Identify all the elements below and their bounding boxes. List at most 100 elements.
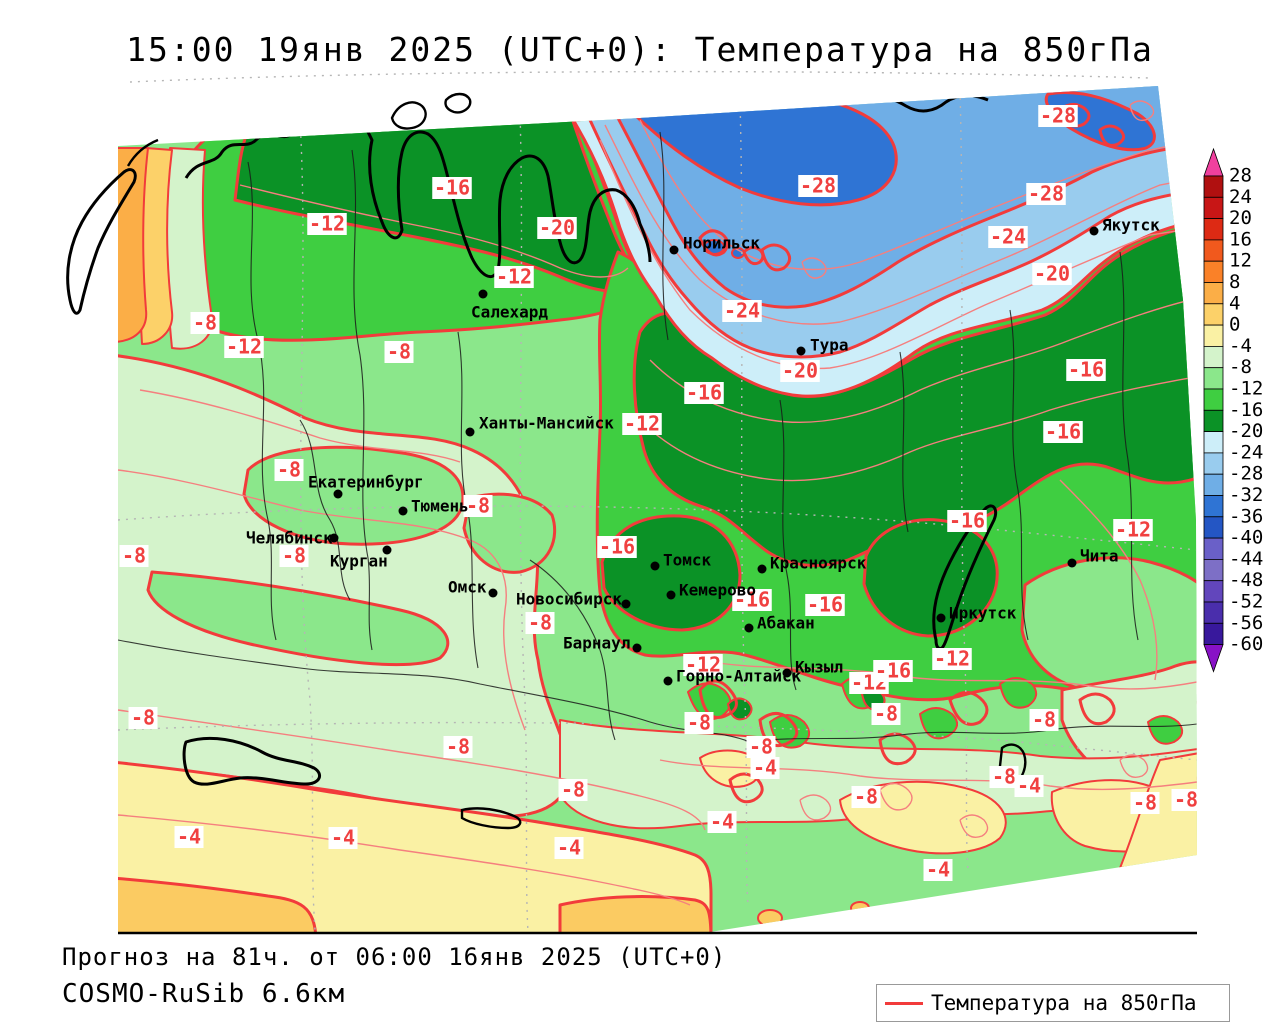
colorbar-tick-label: 16 — [1229, 228, 1252, 250]
map-graphic — [959, 814, 989, 838]
temperature-field — [118, 86, 1197, 932]
map-graphic — [698, 229, 729, 257]
map-graphic — [390, 101, 427, 130]
colorbar-tick-label: -32 — [1229, 484, 1263, 506]
contour-label-box — [1043, 421, 1083, 443]
colorbar-tick-label: 8 — [1229, 271, 1240, 293]
city-dot — [936, 613, 946, 623]
colorbar-tick-label: 0 — [1229, 314, 1240, 336]
contour-label: -8 — [1133, 791, 1157, 815]
colorbar-box — [1203, 601, 1224, 624]
contour-label-box — [443, 736, 473, 758]
contour-label-box — [988, 226, 1028, 248]
contour-label: -16 — [734, 588, 770, 612]
map-graphic — [760, 243, 791, 272]
map-graphic — [839, 780, 1007, 855]
contour-label: -8 — [122, 544, 146, 568]
contour-label-box — [746, 736, 776, 758]
contour-label: -8 — [749, 735, 773, 759]
colorbar-tick-label: -8 — [1229, 356, 1252, 378]
contour-label: -8 — [387, 340, 411, 364]
contour-label-box — [683, 654, 723, 676]
map-graphic — [1147, 715, 1184, 745]
contour-label-box — [1026, 183, 1066, 205]
map-graphic — [799, 794, 832, 821]
contour-label: -28 — [1040, 104, 1076, 128]
map-graphic — [1035, 881, 1055, 895]
map-graphic — [118, 709, 706, 831]
city-label: Норильск — [683, 234, 760, 253]
city-dot — [666, 590, 676, 600]
contour-label: -16 — [949, 509, 985, 533]
contour-label: -8 — [131, 706, 155, 730]
colorbar-box — [1203, 495, 1224, 518]
contour-label: -12 — [1115, 518, 1151, 542]
city-label: Ханты-Мансийск — [479, 414, 614, 433]
map-graphic — [118, 721, 1197, 761]
contour-label: -8 — [1174, 788, 1198, 812]
contour-label-box — [732, 589, 772, 611]
map-graphic — [1119, 754, 1149, 778]
contour-label-box — [119, 545, 149, 567]
map-graphic — [727, 697, 753, 721]
colorbar: 2824201612840-4-8-12-16-20-24-28-32-36-4… — [1203, 147, 1263, 673]
contour-label-box — [1130, 792, 1160, 814]
contour-label-box — [947, 510, 987, 532]
contour-label-box — [494, 266, 534, 288]
colorbar-tick-label: -28 — [1229, 463, 1263, 485]
city-dot — [669, 245, 679, 255]
colorbar-box — [1203, 367, 1224, 390]
map-graphic — [239, 184, 629, 278]
graticule — [118, 89, 1197, 932]
city-dot — [488, 588, 498, 598]
map-graphic — [639, 119, 1197, 271]
contour-label: -16 — [686, 381, 722, 405]
margin-coastlines — [66, 70, 1151, 315]
contour-label-box — [1029, 709, 1059, 731]
city-dot — [621, 599, 631, 609]
contour-label-box — [1014, 775, 1044, 797]
contour-label: -8 — [992, 765, 1016, 789]
map-graphic — [299, 119, 316, 931]
map-graphic — [749, 723, 1197, 743]
colorbar-arrow-bottom — [1203, 644, 1224, 673]
contour-label: -20 — [782, 359, 818, 383]
colorbar-arrow-top — [1203, 147, 1224, 177]
map-graphic — [604, 124, 1197, 325]
map-graphic — [299, 419, 351, 601]
contour-label-box — [174, 826, 204, 848]
legend-line-sample — [885, 1001, 923, 1005]
map-graphic — [659, 759, 1197, 791]
contour-label-box — [384, 341, 414, 363]
city-label: Барнаул — [563, 634, 630, 653]
contour-label: -4 — [557, 836, 581, 860]
map-graphic — [558, 895, 713, 932]
city-label: Горно-Алтайск — [676, 667, 802, 686]
contour-label-box — [432, 177, 472, 199]
contour-label: -8 — [193, 311, 217, 335]
colorbar-tick-label: -52 — [1229, 591, 1263, 613]
contour-label: -8 — [854, 785, 878, 809]
map-graphic — [649, 299, 1191, 423]
map-graphic — [1009, 309, 1029, 641]
map-graphic — [118, 876, 318, 932]
map-graphic — [182, 736, 322, 786]
contour-label-box — [537, 217, 577, 239]
contour-label-box — [923, 859, 953, 881]
city-label: Кемерово — [679, 581, 756, 600]
map-graphic — [919, 707, 959, 740]
contour-label: -8 — [446, 735, 470, 759]
contour-label: -20 — [1034, 262, 1070, 286]
map-graphic — [659, 131, 669, 341]
map-graphic — [118, 639, 751, 743]
map-graphic — [999, 677, 1038, 709]
contour-label: -8 — [528, 611, 552, 635]
contour-label: -28 — [800, 174, 836, 198]
contour-label: -16 — [1068, 358, 1104, 382]
contour-label-box — [622, 413, 662, 435]
city-label: Новосибирск — [516, 590, 622, 609]
city-dot — [1089, 226, 1099, 236]
map-graphic — [899, 351, 909, 533]
city-label: Иркутск — [949, 604, 1017, 623]
contour-label-box — [554, 837, 584, 859]
